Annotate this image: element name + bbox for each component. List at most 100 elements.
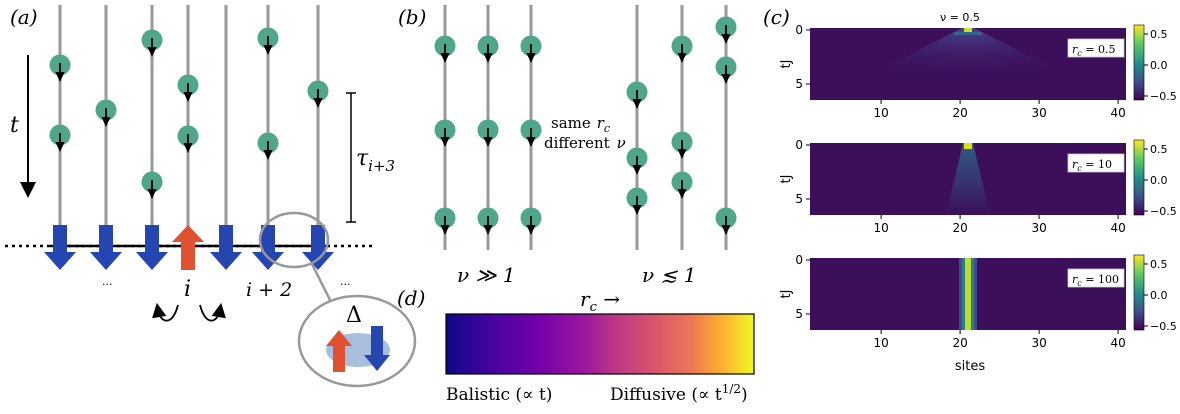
x-tick-label: 20 — [952, 221, 967, 235]
colorbar-tick: −0.5 — [1150, 205, 1177, 218]
rc-legend: rc = 10 — [1067, 153, 1125, 173]
heatmap-2: 10 20 30 40 0 5tJ rc = 10 0.5 0.0 −0.5 — [779, 138, 1177, 235]
particles-b — [434, 16, 737, 235]
particle — [626, 147, 648, 175]
x-tick-label: 20 — [952, 336, 967, 350]
x-axis-label: sites — [955, 359, 985, 374]
svg-text:rc = 100: rc = 100 — [1072, 273, 1119, 288]
spin-down-arrow — [90, 225, 122, 270]
colorbar-tick: 0.5 — [1150, 258, 1168, 271]
rc-legend: rc = 0.5 — [1067, 38, 1125, 58]
y-tick-label: 5 — [795, 192, 803, 206]
particle — [715, 56, 737, 84]
particle — [177, 125, 199, 153]
y-tick-label: 0 — [795, 253, 803, 267]
spin-down-arrow — [44, 225, 76, 270]
particle — [434, 207, 456, 235]
x-tick-label: 30 — [1031, 336, 1046, 350]
caption-nu-large: ν ≫ 1 — [457, 263, 516, 287]
diffusive-label: Diffusive (∝ t1/2) — [610, 382, 748, 405]
tau-bracket — [346, 92, 356, 223]
heatmap-colorbar: 0.5 0.0 −0.5 — [1133, 254, 1177, 333]
particle — [715, 16, 737, 44]
panel-d-label: (d) — [397, 286, 425, 310]
particle — [520, 35, 542, 63]
initial-excitation — [964, 143, 972, 149]
particle — [671, 171, 693, 199]
colorbar-tick: 0.0 — [1150, 174, 1168, 187]
colorbar-tick: −0.5 — [1150, 320, 1177, 333]
x-tick-label: 40 — [1110, 106, 1125, 120]
initial-excitation — [965, 258, 971, 330]
rc-legend: rc = 100 — [1067, 268, 1125, 288]
x-tick-label: 30 — [1031, 106, 1046, 120]
particle — [257, 27, 279, 55]
panel-b-label: (b) — [398, 5, 426, 29]
site-i2-label: i + 2 — [246, 279, 292, 301]
spin-up-arrow — [172, 225, 204, 270]
different-nu-label: different ν — [544, 134, 626, 152]
particle — [671, 131, 693, 159]
colorbar-tick: 0.0 — [1150, 289, 1168, 302]
particle — [520, 119, 542, 147]
spin-down-arrow — [252, 225, 284, 270]
hop-left-arrow — [152, 302, 179, 322]
particle — [434, 35, 456, 63]
x-tick-label: 10 — [873, 106, 888, 120]
panel-a-label: (a) — [10, 5, 38, 29]
particle — [307, 80, 329, 108]
initial-excitation — [964, 28, 972, 32]
particle — [95, 99, 117, 127]
worldlines-a — [58, 5, 320, 240]
y-tick-label: 5 — [795, 307, 803, 321]
y-axis-label: tJ — [779, 290, 794, 299]
y-axis-label: tJ — [779, 175, 794, 184]
dots-left: ... — [102, 275, 113, 288]
colorbar-tick: 0.5 — [1150, 28, 1168, 41]
particle — [715, 207, 737, 235]
x-tick-label: 20 — [952, 106, 967, 120]
spin-down-arrow — [210, 225, 242, 270]
rc-arrow-label: rc → — [580, 287, 620, 315]
y-tick-label: 5 — [795, 77, 803, 91]
spin-down-arrow — [302, 225, 334, 270]
hop-right-arrow — [199, 302, 226, 322]
panel-b: (b) same rc different ν ν ≫ 1 ν ≲ 1 — [398, 5, 737, 287]
particle — [434, 119, 456, 147]
y-axis-label: tJ — [779, 60, 794, 69]
zoom-spin-up — [326, 330, 352, 372]
zoom-connector — [310, 263, 334, 305]
caption-nu-small: ν ≲ 1 — [642, 263, 696, 287]
particle — [141, 171, 163, 199]
heatmap-1: 10 20 30 40 0 5tJ rc = 0.5 0.5 0.0 −0.5 — [779, 23, 1177, 120]
ballistic-label: Balistic (∝ t) — [446, 385, 552, 405]
zoom-ellipse — [258, 211, 330, 269]
heatmap-colorbar: 0.5 0.0 −0.5 — [1133, 24, 1177, 103]
particle — [49, 54, 71, 82]
particle — [626, 81, 648, 109]
x-tick-label: 10 — [873, 336, 888, 350]
particle — [257, 132, 279, 160]
panel-d: (d) rc → Balistic (∝ t) Diffusive (∝ t1/… — [397, 286, 755, 405]
diffusion-cone — [946, 143, 990, 215]
svg-text:rc = 0.5: rc = 0.5 — [1072, 43, 1115, 58]
particle — [177, 74, 199, 102]
site-i-label: i — [184, 277, 191, 302]
particle — [477, 207, 499, 235]
heatmap-3: 10 20 30 40 0 5tJ rc = 100 0.5 0.0 −0.5 — [779, 253, 1177, 350]
zoom-spin-down — [364, 326, 390, 371]
x-tick-label: 40 — [1110, 221, 1125, 235]
spin-down-arrow — [136, 225, 168, 270]
particle — [477, 35, 499, 63]
colorbar-tick: 0.5 — [1150, 143, 1168, 156]
x-tick-label: 40 — [1110, 336, 1125, 350]
particle — [141, 29, 163, 57]
y-tick-label: 0 — [795, 138, 803, 152]
y-tick-label: 0 — [795, 23, 803, 37]
tau-label: τi+3 — [356, 146, 395, 175]
heatmap-colorbar: 0.5 0.0 −0.5 — [1133, 139, 1177, 218]
panel-a: (a) t τi+3 ... ... i i + — [5, 5, 417, 388]
same-rc-label: same rc — [551, 114, 610, 135]
